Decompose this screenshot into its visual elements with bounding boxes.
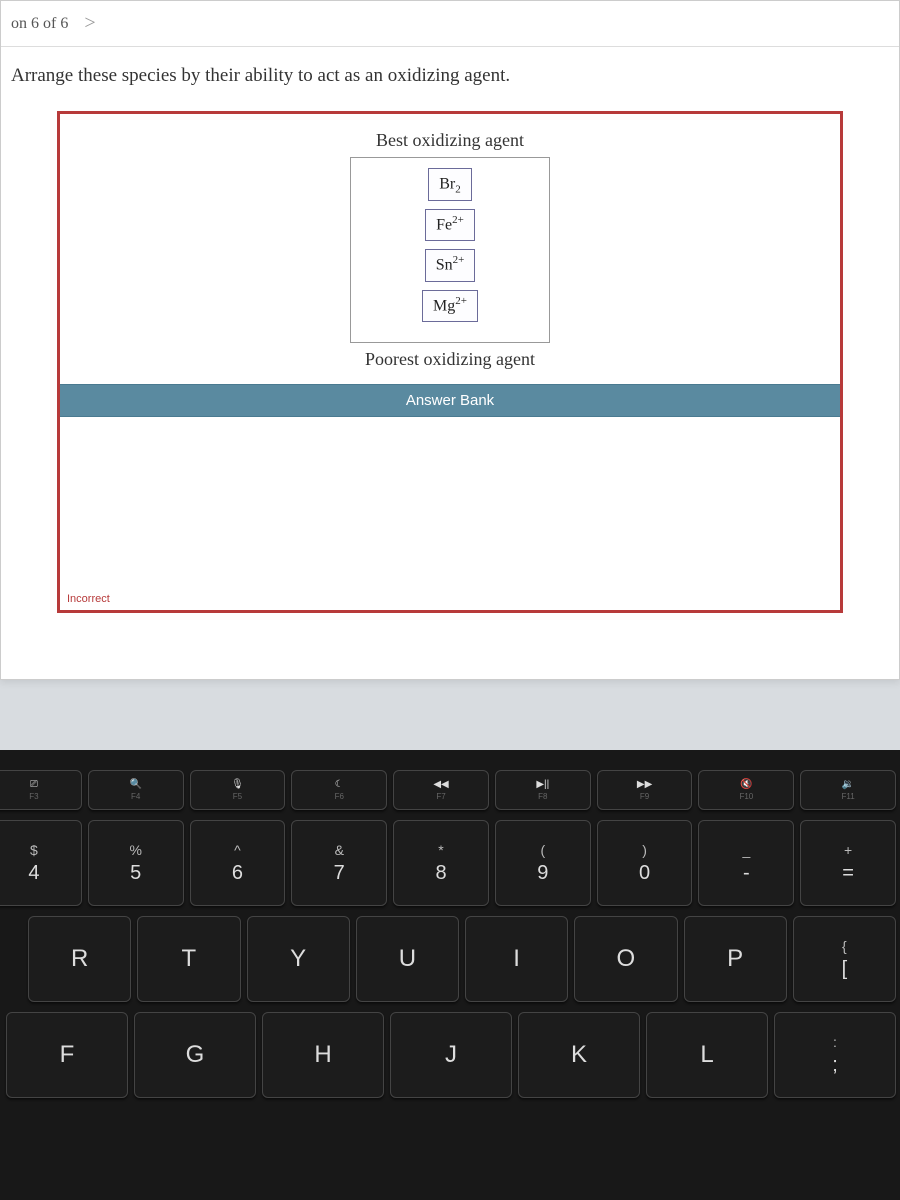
letter-key: U	[356, 916, 459, 1002]
species-sup: 2+	[452, 214, 464, 226]
species-chip[interactable]: Fe2+	[425, 209, 475, 242]
fn-key-row: ⎚F3🔍F4🎙F5☾F6◀◀F7▶||F8▶▶F9🔇F10🔉F11	[0, 770, 900, 810]
best-label: Best oxidizing agent	[376, 130, 524, 151]
answer-bank-area[interactable]	[60, 417, 840, 610]
number-key: +=	[800, 820, 896, 906]
letter-key: K	[518, 1012, 640, 1098]
number-key: )0	[597, 820, 693, 906]
number-key: $4	[0, 820, 82, 906]
species-sup: 2+	[453, 254, 465, 266]
question-counter: on 6 of 6	[11, 15, 68, 33]
species-base: Sn	[436, 256, 453, 273]
species-chip[interactable]: Sn2+	[425, 249, 476, 282]
number-key-row: $4%5^6&7*8(9)0_-+=	[0, 820, 900, 906]
letter-key-row-1: RTYUIOP{[	[0, 916, 900, 1002]
quiz-window: on 6 of 6 > Arrange these species by the…	[0, 0, 900, 680]
species-base: Mg	[433, 297, 455, 314]
fn-key: ◀◀F7	[393, 770, 489, 810]
number-key: *8	[393, 820, 489, 906]
letter-key: G	[134, 1012, 256, 1098]
species-chip[interactable]: Mg2+	[422, 290, 478, 323]
number-key: %5	[88, 820, 184, 906]
feedback-status: Incorrect	[63, 591, 114, 607]
species-chip[interactable]: Br2	[428, 168, 472, 201]
letter-key: R	[28, 916, 131, 1002]
next-question-chevron[interactable]: >	[84, 12, 95, 35]
fn-key: 🔉F11	[800, 770, 896, 810]
letter-key: O	[574, 916, 677, 1002]
semicolon-key: :;	[774, 1012, 896, 1098]
number-key: &7	[291, 820, 387, 906]
header-bar: on 6 of 6 >	[1, 1, 899, 47]
letter-key: I	[465, 916, 568, 1002]
letter-key: J	[390, 1012, 512, 1098]
number-key: ^6	[190, 820, 286, 906]
letter-key: P	[684, 916, 787, 1002]
fn-key: ▶||F8	[495, 770, 591, 810]
answer-bank-header[interactable]: Answer Bank	[60, 384, 840, 417]
letter-key: Y	[247, 916, 350, 1002]
ranking-dropzone[interactable]: Br2 Fe2+ Sn2+ Mg2+	[350, 157, 550, 343]
number-key: (9	[495, 820, 591, 906]
bracket-key: {[	[793, 916, 896, 1002]
letter-key: H	[262, 1012, 384, 1098]
species-base: Fe	[436, 216, 452, 233]
poorest-label: Poorest oxidizing agent	[365, 349, 535, 370]
question-prompt: Arrange these species by their ability t…	[1, 47, 899, 111]
species-base: Br	[439, 175, 455, 192]
letter-key-row-2: FGHJKL:;	[0, 1012, 900, 1098]
species-sub: 2	[455, 184, 461, 196]
fn-key: 🔇F10	[698, 770, 794, 810]
number-key: _-	[698, 820, 794, 906]
fn-key: 🔍F4	[88, 770, 184, 810]
species-sup: 2+	[455, 295, 467, 307]
fn-key: ▶▶F9	[597, 770, 693, 810]
letter-key: F	[6, 1012, 128, 1098]
letter-key: T	[137, 916, 240, 1002]
physical-keyboard: ⎚F3🔍F4🎙F5☾F6◀◀F7▶||F8▶▶F9🔇F10🔉F11 $4%5^6…	[0, 750, 900, 1200]
fn-key: ⎚F3	[0, 770, 82, 810]
fn-key: ☾F6	[291, 770, 387, 810]
letter-key: L	[646, 1012, 768, 1098]
answer-workspace: Best oxidizing agent Br2 Fe2+ Sn2+ Mg2+ …	[57, 111, 843, 613]
fn-key: 🎙F5	[190, 770, 286, 810]
ranking-area: Best oxidizing agent Br2 Fe2+ Sn2+ Mg2+ …	[60, 114, 840, 370]
